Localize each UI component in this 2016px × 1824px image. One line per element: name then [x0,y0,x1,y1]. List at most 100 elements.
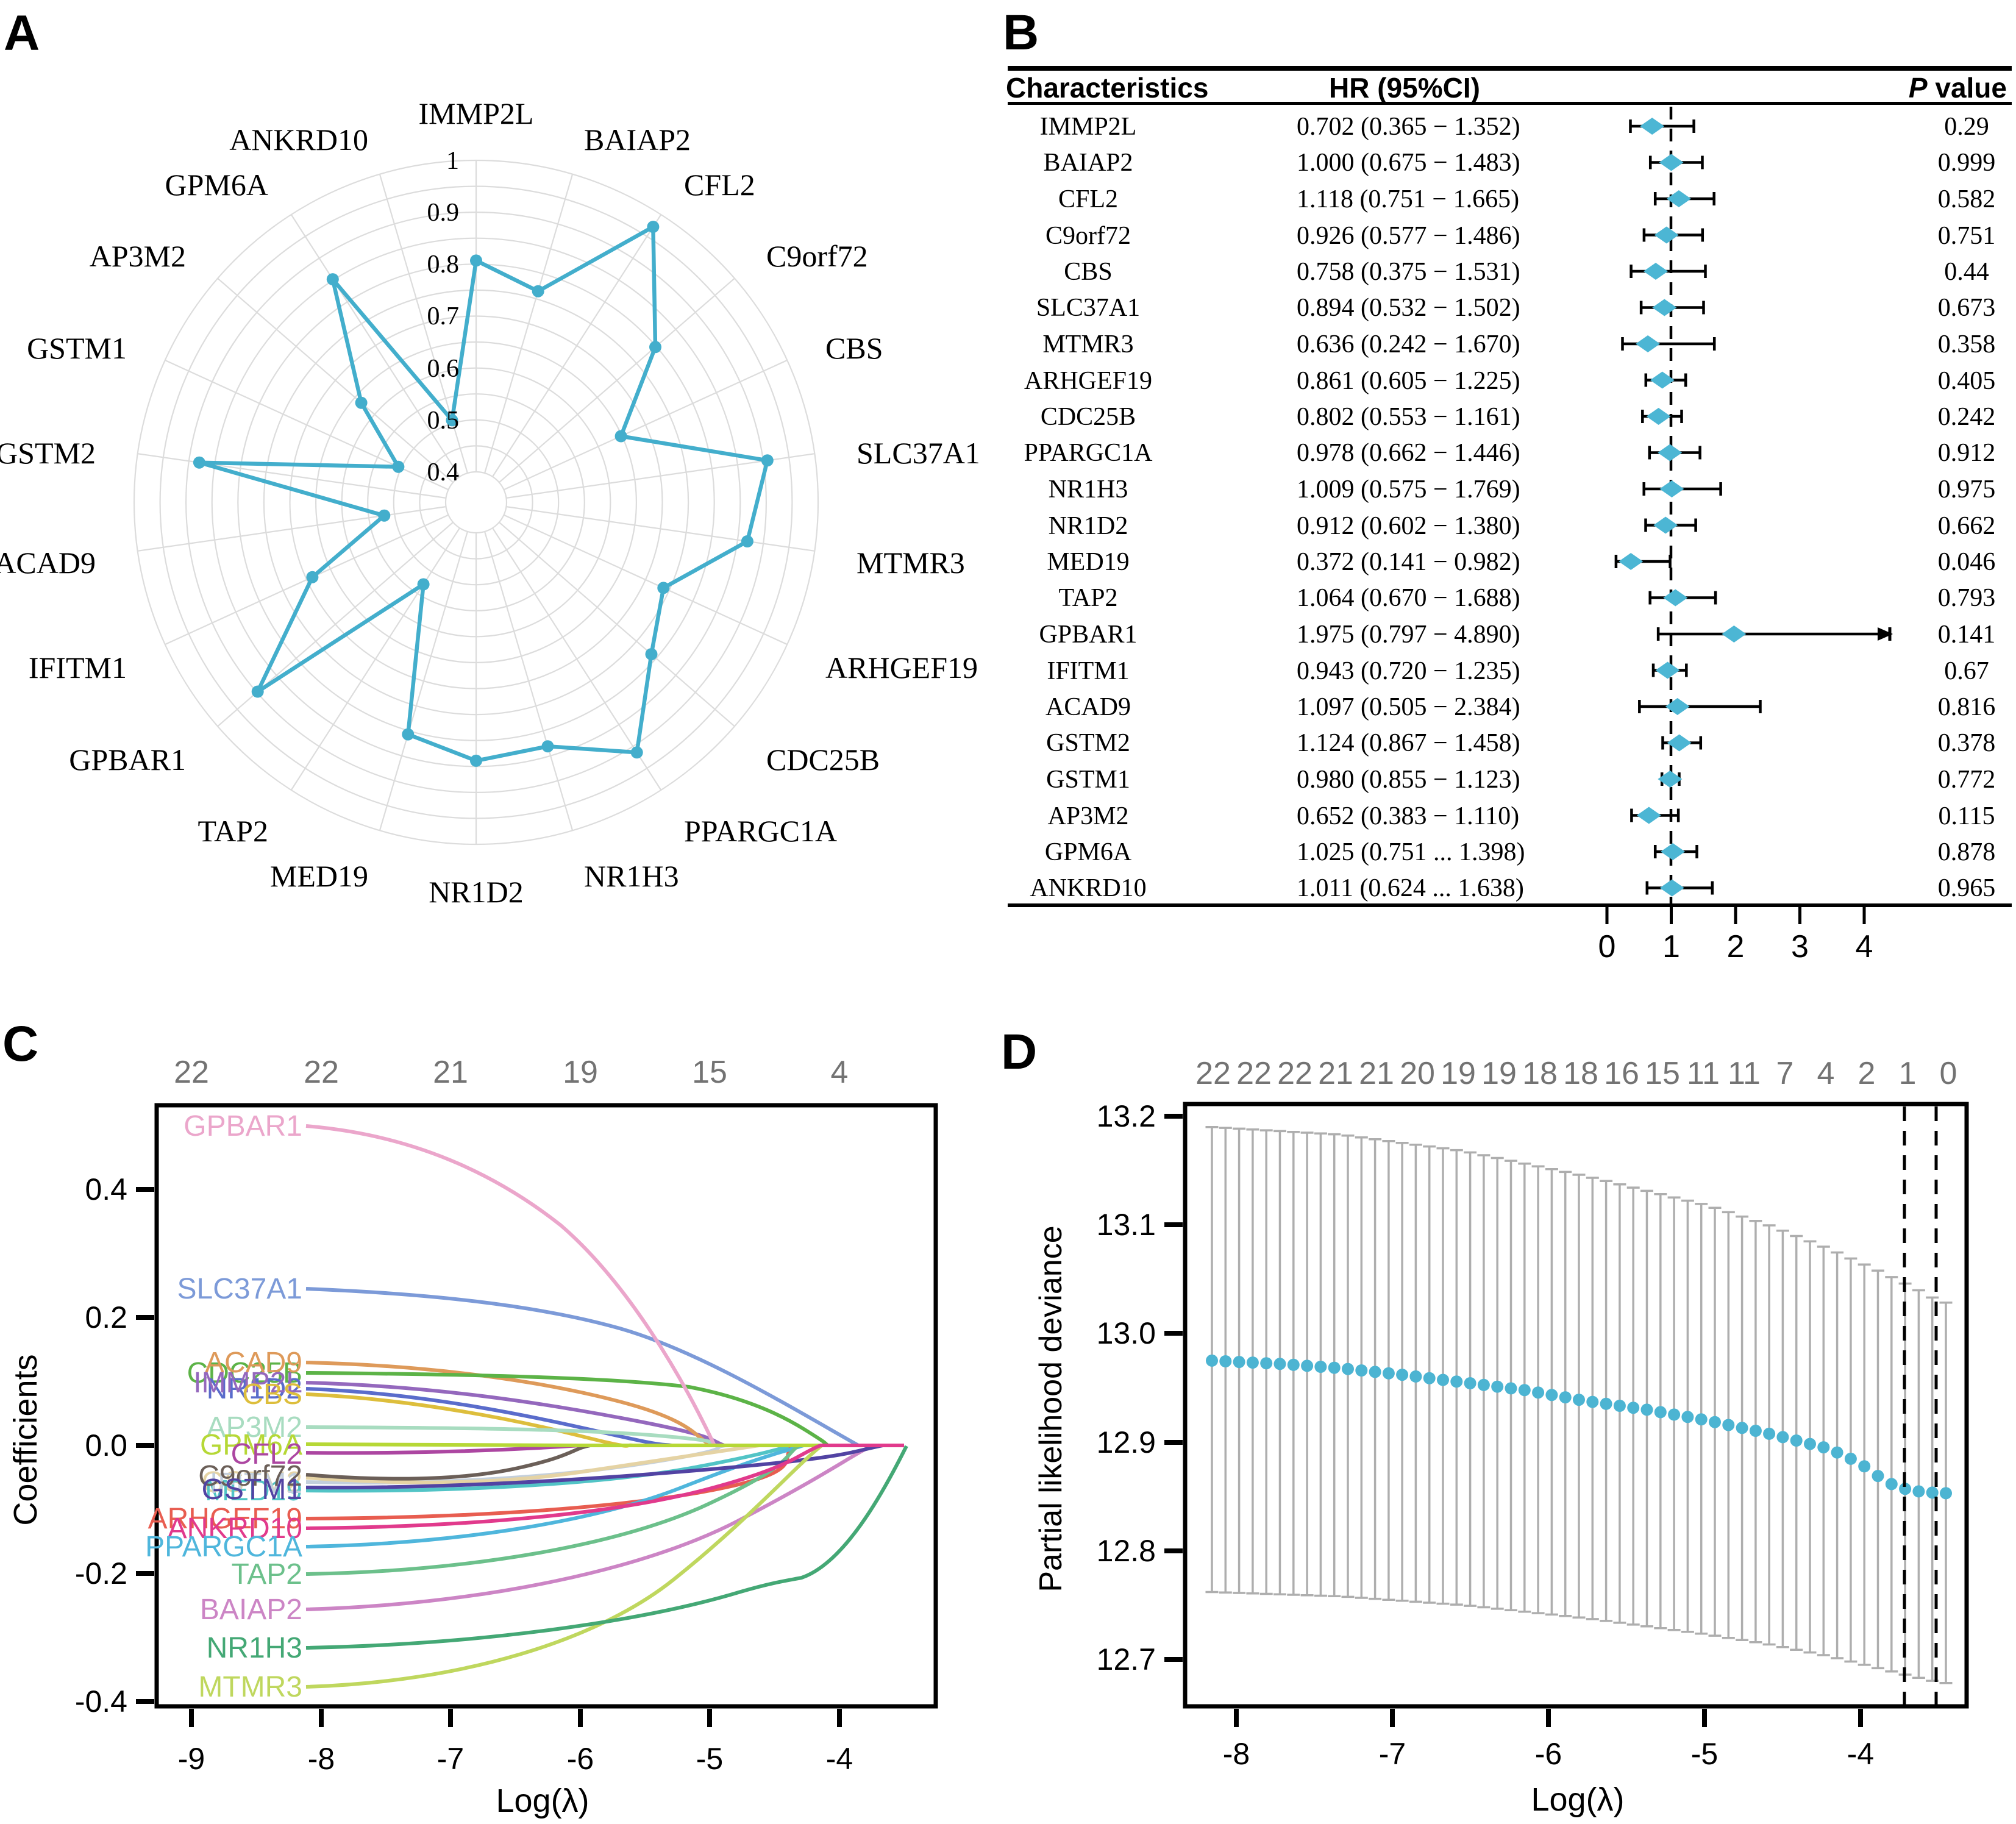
svg-text:HR (95%CI): HR (95%CI) [1329,72,1480,104]
svg-text:0.6: 0.6 [427,355,460,383]
svg-text:0.861 (0.605 − 1.225): 0.861 (0.605 − 1.225) [1297,367,1520,395]
svg-text:2: 2 [1858,1056,1876,1091]
svg-text:11: 11 [1728,1056,1761,1091]
svg-text:D: D [1001,1024,1037,1080]
svg-text:18: 18 [1522,1056,1558,1091]
svg-text:NR1H3: NR1H3 [1049,476,1128,504]
svg-text:CBS: CBS [825,331,883,365]
svg-text:0.046: 0.046 [1938,548,1996,576]
svg-text:C9orf72: C9orf72 [1045,222,1131,250]
svg-text:GPBAR1: GPBAR1 [1039,621,1137,649]
svg-text:-0.4: -0.4 [75,1684,127,1719]
svg-text:PPARGC1A: PPARGC1A [684,814,837,848]
svg-text:GSTM1: GSTM1 [202,1473,302,1506]
svg-text:0.4: 0.4 [85,1172,127,1206]
svg-text:22: 22 [304,1055,339,1090]
svg-text:GSTM1: GSTM1 [1046,766,1130,794]
svg-text:0.793: 0.793 [1938,584,1996,612]
svg-text:CDC25B: CDC25B [1041,403,1136,431]
svg-text:1.097 (0.505 − 2.384): 1.097 (0.505 − 2.384) [1297,693,1520,721]
svg-text:CDC25B: CDC25B [187,1357,302,1389]
svg-text:0.242: 0.242 [1938,403,1996,431]
svg-text:4: 4 [831,1055,849,1090]
svg-text:0.926 (0.577 − 1.486): 0.926 (0.577 − 1.486) [1297,222,1520,250]
svg-text:0.999: 0.999 [1938,149,1996,177]
svg-text:SLC37A1: SLC37A1 [1036,294,1140,322]
svg-text:19: 19 [563,1055,598,1090]
svg-text:20: 20 [1400,1056,1435,1091]
svg-text:PPARGC1A: PPARGC1A [145,1531,302,1563]
svg-text:0.44: 0.44 [1944,258,1989,286]
svg-text:GPM6A: GPM6A [200,1429,302,1461]
svg-text:0.67: 0.67 [1944,657,1989,685]
svg-text:IMMP2L: IMMP2L [419,96,534,130]
svg-text:ANKRD10: ANKRD10 [1030,874,1146,902]
svg-text:0.8: 0.8 [427,251,460,279]
svg-text:-0.2: -0.2 [75,1556,127,1591]
svg-text:MED19: MED19 [1047,548,1129,576]
svg-text:Partial likelihood deviance: Partial likelihood deviance [1033,1225,1069,1592]
svg-text:AP3M2: AP3M2 [90,239,186,273]
svg-text:0.772: 0.772 [1938,766,1996,794]
svg-text:ACAD9: ACAD9 [1045,693,1131,721]
svg-text:19: 19 [1441,1056,1476,1091]
svg-text:NR1D2: NR1D2 [207,1373,302,1405]
svg-text:0.141: 0.141 [1938,621,1996,649]
svg-text:0.9: 0.9 [427,199,460,227]
svg-text:IMMP2L: IMMP2L [193,1367,302,1399]
svg-text:CDC25B: CDC25B [766,743,880,777]
svg-text:C: C [2,1016,38,1072]
svg-text:0.115: 0.115 [1939,802,1995,830]
svg-text:0.878: 0.878 [1938,838,1996,866]
svg-text:1.025 (0.751 ... 1.398): 1.025 (0.751 ... 1.398) [1297,838,1525,866]
svg-text:ACAD9: ACAD9 [0,546,96,580]
svg-text:21: 21 [1318,1056,1353,1091]
svg-text:7: 7 [1776,1056,1794,1091]
svg-text:0.7: 0.7 [427,302,460,330]
svg-text:ANKRD10: ANKRD10 [229,123,368,157]
svg-text:-4: -4 [826,1742,853,1776]
svg-text:0.0: 0.0 [85,1428,127,1462]
svg-text:0.372 (0.141 − 0.982): 0.372 (0.141 − 0.982) [1297,548,1520,576]
svg-text:-9: -9 [178,1742,205,1776]
svg-text:0.673: 0.673 [1938,294,1996,322]
svg-text:BAIAP2: BAIAP2 [584,123,691,157]
svg-text:NR1D2: NR1D2 [1049,512,1128,540]
svg-text:13.0: 13.0 [1097,1316,1156,1350]
svg-text:4: 4 [1856,929,1873,964]
svg-text:P value: P value [1909,72,2007,104]
svg-text:0.975: 0.975 [1938,476,1996,504]
svg-text:0.4: 0.4 [427,458,460,486]
svg-text:C9orf72: C9orf72 [198,1460,302,1492]
svg-text:GSTM2: GSTM2 [1046,729,1130,757]
svg-text:1: 1 [1899,1056,1917,1091]
svg-text:0.980 (0.855 − 1.123): 0.980 (0.855 − 1.123) [1297,766,1520,794]
svg-text:BAIAP2: BAIAP2 [200,1594,302,1626]
svg-text:GSTM2: GSTM2 [0,436,96,470]
svg-text:-7: -7 [437,1742,464,1776]
svg-text:MTMR3: MTMR3 [857,546,965,580]
svg-text:CBS: CBS [1064,258,1112,286]
svg-text:21: 21 [433,1055,468,1090]
svg-text:22: 22 [1236,1056,1272,1091]
svg-text:-5: -5 [1691,1737,1718,1771]
svg-text:NR1H3: NR1H3 [207,1632,302,1664]
svg-text:BAIAP2: BAIAP2 [1043,149,1133,177]
svg-text:Log(λ): Log(λ) [496,1783,589,1819]
svg-text:1.000 (0.675 − 1.483): 1.000 (0.675 − 1.483) [1297,149,1520,177]
svg-text:22: 22 [1277,1056,1313,1091]
svg-text:NR1D2: NR1D2 [429,875,524,909]
svg-text:1.009 (0.575 − 1.769): 1.009 (0.575 − 1.769) [1297,476,1520,504]
svg-text:0.965: 0.965 [1938,874,1996,902]
svg-text:15: 15 [1645,1056,1680,1091]
svg-text:GSTM1: GSTM1 [27,331,127,365]
svg-text:15: 15 [692,1055,727,1090]
svg-text:MED19: MED19 [205,1475,302,1507]
svg-text:TAP2: TAP2 [232,1558,302,1591]
svg-text:-5: -5 [696,1742,723,1776]
svg-text:12.9: 12.9 [1097,1425,1156,1459]
svg-text:3: 3 [1791,929,1809,964]
svg-text:GPBAR1: GPBAR1 [69,743,186,777]
svg-text:1: 1 [1662,929,1680,964]
svg-text:12.8: 12.8 [1097,1534,1156,1568]
